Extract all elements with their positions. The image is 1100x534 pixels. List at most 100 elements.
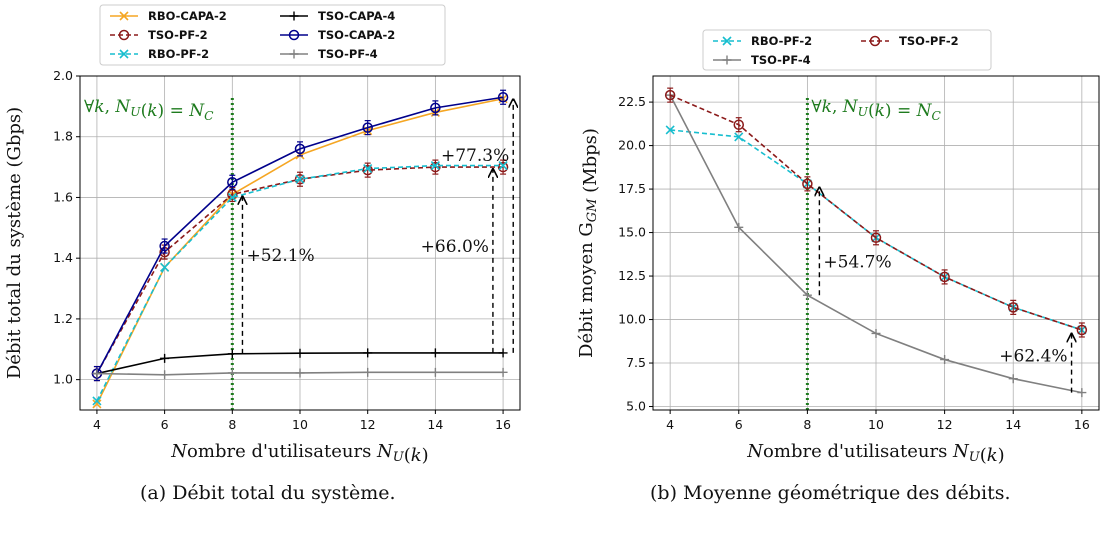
data-point xyxy=(1076,324,1088,336)
y-tick-label: 10.0 xyxy=(618,312,646,327)
data-point xyxy=(498,348,508,358)
series-rbo-pf-2 xyxy=(92,161,508,406)
data-point xyxy=(665,125,675,135)
annotation: +62.4% xyxy=(999,334,1071,393)
data-point xyxy=(227,189,238,200)
annotation-label: +52.1% xyxy=(246,246,314,266)
legend-box xyxy=(99,4,446,66)
x-tick-label: 12 xyxy=(937,417,953,432)
data-point xyxy=(430,348,440,358)
data-point xyxy=(430,102,441,114)
data-point xyxy=(802,178,813,190)
y-tick-label: 7.5 xyxy=(626,355,646,370)
x-axis-label: Nombre d'utilisateurs NU(k) xyxy=(746,441,1004,466)
legend-item-tso-pf-4: TSO-PF-4 xyxy=(280,47,378,61)
y-tick-label: 1.2 xyxy=(53,311,73,326)
data-point xyxy=(802,290,812,300)
x-tick-label: 6 xyxy=(735,417,743,432)
data-point xyxy=(294,143,306,155)
data-point xyxy=(295,174,305,184)
legend-label: TSO-CAPA-4 xyxy=(318,9,395,23)
y-tick-label: 15.0 xyxy=(618,225,646,240)
legend-marker xyxy=(288,29,300,41)
y-tick-label: 12.5 xyxy=(618,268,646,283)
data-point xyxy=(734,132,744,142)
legend-marker xyxy=(289,11,299,21)
annotation: +52.1% xyxy=(242,196,315,354)
legend: RBO-PF-2 TSO-PF-4 TSO-PF-2 xyxy=(702,29,992,71)
data-point xyxy=(92,399,102,409)
data-point xyxy=(92,369,102,379)
data-point xyxy=(227,368,237,378)
legend-marker xyxy=(119,49,129,59)
data-point xyxy=(664,89,676,101)
x-tick-label: 14 xyxy=(1005,417,1021,432)
annotation-label: +54.7% xyxy=(823,252,891,272)
legend-label: TSO-PF-2 xyxy=(148,28,208,42)
data-point xyxy=(497,92,509,103)
x-axis-label: Nombre d'utilisateurs NU(k) xyxy=(170,441,428,466)
legend-item-tso-pf-2: TSO-PF-2 xyxy=(861,34,959,48)
data-point xyxy=(295,348,305,358)
x-tick-label: 6 xyxy=(161,417,169,432)
data-point xyxy=(362,164,373,176)
x-tick-label: 12 xyxy=(360,417,376,432)
x-tick-label: 8 xyxy=(803,417,811,432)
data-point xyxy=(363,348,373,358)
series-tso-pf-4 xyxy=(92,367,508,380)
data-point xyxy=(870,232,882,244)
y-tick-label: 17.5 xyxy=(618,181,646,196)
x-tick-label: 16 xyxy=(495,417,511,432)
x-tick-label: 10 xyxy=(292,417,308,432)
legend-marker xyxy=(289,49,299,59)
data-point xyxy=(871,328,881,338)
chart-total-throughput: 4 6 8 10 12 14 16 1.0 1.2 1.4 1.6 1.8 2.0 ∀k, NU(k) =… xyxy=(4,4,521,466)
data-point xyxy=(733,119,745,130)
data-point xyxy=(295,368,305,378)
y-tick-label: 1.0 xyxy=(53,372,73,387)
caption-a: (a) Débit total du système. xyxy=(140,482,396,504)
data-point xyxy=(160,370,170,380)
legend-marker xyxy=(119,11,129,21)
data-point xyxy=(498,367,508,377)
y-axis-label: Débit moyen GGM (Mbps) xyxy=(576,128,601,358)
legend-label: RBO-PF-2 xyxy=(751,34,812,48)
legend: RBO-CAPA-2 TSO-PF-2 RBO-PF-2 TSO-CAPA-4 TSO-… xyxy=(99,4,446,66)
annotation: +66.0% xyxy=(421,169,493,353)
x-tick-label: 4 xyxy=(93,417,101,432)
legend-label: RBO-CAPA-2 xyxy=(148,9,227,23)
data-point xyxy=(160,262,170,272)
data-point xyxy=(227,349,237,359)
data-point xyxy=(160,353,170,363)
data-point xyxy=(1008,374,1018,384)
annotation-label: +66.0% xyxy=(421,237,489,257)
legend-item-rbo-pf-2: RBO-PF-2 xyxy=(713,34,812,48)
chart-figure: 4 6 8 10 12 14 16 1.0 1.2 1.4 1.6 1.8 2.0 ∀k, NU(k) =… xyxy=(4,4,1100,466)
annotation: +54.7% xyxy=(819,188,892,296)
legend-marker xyxy=(722,36,732,46)
legend-item-tso-pf-2: TSO-PF-2 xyxy=(110,28,208,42)
reference-line-label: ∀k, NU(k) = NC xyxy=(84,97,214,123)
y-tick-label: 1.6 xyxy=(53,189,73,204)
y-tick-label: 1.8 xyxy=(53,129,73,144)
data-point xyxy=(227,177,238,188)
annotation-label: +77.3% xyxy=(441,146,509,166)
legend-item-tso-capa-4: TSO-CAPA-4 xyxy=(280,9,395,23)
x-tick-label: 14 xyxy=(427,417,443,432)
y-tick-label: 22.5 xyxy=(618,94,646,109)
data-point xyxy=(498,161,508,171)
annotation: +77.3% xyxy=(441,99,513,353)
data-point xyxy=(363,367,373,377)
series-tso-pf-2 xyxy=(664,87,1088,338)
legend-marker xyxy=(722,55,732,65)
data-point xyxy=(939,271,950,283)
legend-label: TSO-PF-2 xyxy=(899,34,959,48)
data-point xyxy=(940,355,950,365)
legend-label: TSO-PF-4 xyxy=(318,47,378,61)
legend-item-tso-pf-4: TSO-PF-4 xyxy=(713,53,811,67)
data-point xyxy=(362,122,373,133)
reference-line-label: ∀k, NU(k) = NC xyxy=(811,97,941,123)
legend-item-tso-capa-2: TSO-CAPA-2 xyxy=(280,28,395,42)
x-tick-label: 8 xyxy=(228,417,236,432)
y-tick-label: 2.0 xyxy=(53,68,73,83)
